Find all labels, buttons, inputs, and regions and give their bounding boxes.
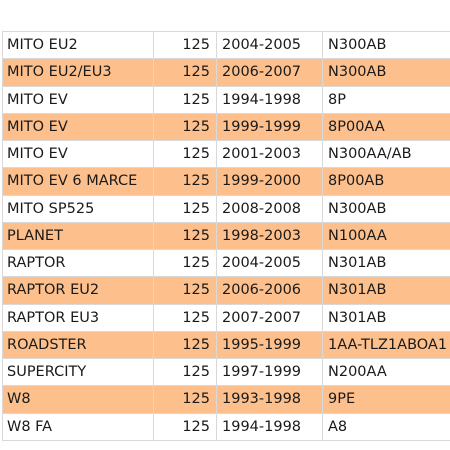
model-cell: RAPTOR EU3 [2, 303, 154, 332]
code-cell: N301AB [322, 276, 450, 305]
displacement-cell: 125 [153, 167, 217, 196]
displacement-cell: 125 [153, 221, 217, 251]
table-row[interactable]: RAPTOR EU3 125 2007-2007 N301AB [2, 303, 450, 332]
years-cell: 1997-1999 [216, 357, 323, 387]
table-row[interactable]: MITO EV 6 MARCE 125 1999-2000 8P00AB [2, 167, 450, 196]
code-cell: A8 [322, 412, 450, 441]
table-row[interactable]: MITO EV 125 2001-2003 N300AA/AB [2, 139, 450, 169]
model-cell: SUPERCITY [2, 357, 154, 387]
code-cell: N300AA/AB [322, 139, 450, 169]
table-row[interactable]: RAPTOR EU2 125 2006-2006 N301AB [2, 276, 450, 305]
years-cell: 1994-1998 [216, 85, 323, 114]
displacement-cell: 125 [153, 112, 217, 142]
displacement-cell: 125 [153, 194, 217, 223]
model-table: MITO EU2 125 2004-2005 N300AB MITO EU2/E… [2, 30, 450, 441]
table-row[interactable]: MITO EV 125 1994-1998 8P [2, 85, 450, 114]
model-cell: MITO EV 6 MARCE [2, 167, 154, 196]
model-cell: W8 FA [2, 412, 154, 441]
displacement-cell: 125 [153, 330, 217, 360]
years-cell: 2007-2007 [216, 303, 323, 332]
code-cell: 8P00AB [322, 167, 450, 196]
table-row[interactable]: MITO EV 125 1999-1999 8P00AA [2, 112, 450, 142]
years-cell: 1999-1999 [216, 112, 323, 142]
table-row[interactable]: MITO EU2 125 2004-2005 N300AB [2, 30, 450, 60]
model-cell: MITO EV [2, 85, 154, 114]
model-cell: MITO EU2 [2, 30, 154, 60]
table-row[interactable]: MITO EU2/EU3 125 2006-2007 N300AB [2, 58, 450, 87]
years-cell: 1994-1998 [216, 412, 323, 441]
model-cell: MITO SP525 [2, 194, 154, 223]
years-cell: 1999-2000 [216, 167, 323, 196]
code-cell: N301AB [322, 248, 450, 278]
table-row[interactable]: MITO SP525 125 2008-2008 N300AB [2, 194, 450, 223]
years-cell: 2008-2008 [216, 194, 323, 223]
model-cell: RAPTOR [2, 248, 154, 278]
model-cell: MITO EV [2, 139, 154, 169]
displacement-cell: 125 [153, 30, 217, 60]
displacement-cell: 125 [153, 276, 217, 305]
years-cell: 2006-2007 [216, 58, 323, 87]
code-cell: N300AB [322, 30, 450, 60]
table-row[interactable]: W8 FA 125 1994-1998 A8 [2, 412, 450, 441]
code-cell: 9PE [322, 385, 450, 414]
model-cell: RAPTOR EU2 [2, 276, 154, 305]
model-cell: PLANET [2, 221, 154, 251]
code-cell: N301AB [322, 303, 450, 332]
code-cell: 8P00AA [322, 112, 450, 142]
years-cell: 2006-2006 [216, 276, 323, 305]
table-row[interactable]: PLANET 125 1998-2003 N100AA [2, 221, 450, 251]
code-cell: N300AB [322, 194, 450, 223]
years-cell: 1995-1999 [216, 330, 323, 360]
displacement-cell: 125 [153, 58, 217, 87]
model-cell: ROADSTER [2, 330, 154, 360]
displacement-cell: 125 [153, 85, 217, 114]
table-row[interactable]: RAPTOR 125 2004-2005 N301AB [2, 248, 450, 278]
model-cell: MITO EU2/EU3 [2, 58, 154, 87]
years-cell: 2004-2005 [216, 30, 323, 60]
table-row[interactable]: W8 125 1993-1998 9PE [2, 385, 450, 414]
code-cell: N100AA [322, 221, 450, 251]
model-cell: MITO EV [2, 112, 154, 142]
table-row[interactable]: SUPERCITY 125 1997-1999 N200AA [2, 357, 450, 387]
years-cell: 2004-2005 [216, 248, 323, 278]
displacement-cell: 125 [153, 248, 217, 278]
displacement-cell: 125 [153, 303, 217, 332]
displacement-cell: 125 [153, 139, 217, 169]
code-cell: 1AA-TLZ1ABOA1 [322, 330, 450, 360]
years-cell: 1998-2003 [216, 221, 323, 251]
table-row[interactable]: ROADSTER 125 1995-1999 1AA-TLZ1ABOA1 [2, 330, 450, 360]
code-cell: 8P [322, 85, 450, 114]
displacement-cell: 125 [153, 412, 217, 441]
displacement-cell: 125 [153, 357, 217, 387]
code-cell: N300AB [322, 58, 450, 87]
displacement-cell: 125 [153, 385, 217, 414]
model-cell: W8 [2, 385, 154, 414]
years-cell: 2001-2003 [216, 139, 323, 169]
model-table-body: MITO EU2 125 2004-2005 N300AB MITO EU2/E… [2, 30, 450, 441]
years-cell: 1993-1998 [216, 385, 323, 414]
code-cell: N200AA [322, 357, 450, 387]
